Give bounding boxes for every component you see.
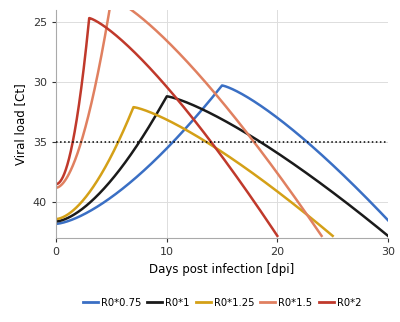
X-axis label: Days post infection [dpi]: Days post infection [dpi]	[149, 263, 295, 276]
Legend: R0*0.75, R0*1, R0*1.25, R0*1.5, R0*2: R0*0.75, R0*1, R0*1.25, R0*1.5, R0*2	[79, 294, 365, 312]
Y-axis label: Viral load [Ct]: Viral load [Ct]	[14, 83, 27, 165]
